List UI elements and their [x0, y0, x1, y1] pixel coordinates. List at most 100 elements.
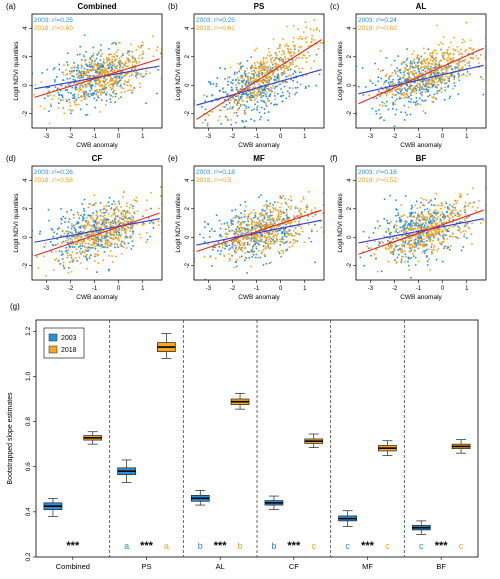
scatter-points — [356, 22, 486, 128]
fit-line-2003 — [358, 218, 484, 244]
legend-swatch-2003 — [48, 333, 58, 342]
y-tick-label: 0 — [23, 83, 29, 87]
box-cf-2018 — [304, 433, 324, 448]
panel-letter: (f) — [330, 154, 338, 163]
fit-line-2018 — [196, 39, 322, 120]
legend-label-2018: 2018 — [61, 347, 77, 354]
y-axis-label: Logit NDVI quantiles — [337, 41, 344, 101]
group-letter-2003: c — [345, 541, 350, 551]
annotation-2003: 2003: r²=0.25 — [34, 17, 73, 24]
fit-line-2003 — [34, 218, 160, 243]
y-tick-label: -2 — [23, 110, 29, 116]
x-tick-label: -1 — [416, 286, 422, 292]
x-tick-label: -3 — [206, 286, 212, 292]
panel-letter-g: (g) — [10, 302, 20, 311]
y-axis-label: Logit NDVI quantiles — [175, 41, 182, 101]
x-tick-label: -3 — [368, 286, 374, 292]
y-tick-label: 0 — [347, 83, 353, 87]
y-tick-label: 4 — [347, 178, 353, 182]
x-tick-label: -1 — [254, 286, 260, 292]
box-bf-2003 — [411, 520, 431, 535]
legend: 2003 2018 — [43, 327, 85, 359]
panel-frame — [355, 13, 487, 129]
fit-line-2018 — [34, 212, 160, 257]
scatter-points — [356, 187, 486, 279]
y-tick-label: -2 — [23, 262, 29, 268]
x-axis-label: CWB anomaly — [76, 294, 118, 301]
box-al-2018 — [230, 393, 250, 410]
x-tick-label: 0 — [441, 286, 445, 292]
panel-title: BF — [416, 154, 427, 163]
scatter-panel-combined: (a) Combined -3 -2 -1 0 1 -2 0 2 4 CWB anomaly Logit… — [6, 2, 163, 149]
scatter-panel-cf: (d) CF -3 -2 -1 0 1 -2 0 2 4 CWB anomaly Logit NDVI … — [6, 154, 163, 301]
box-cf-2003 — [264, 495, 284, 510]
x-tick-label: AL — [216, 562, 225, 571]
annotation-2018: 2018: r²=0.61 — [196, 25, 235, 32]
panel-letter: (c) — [330, 2, 340, 11]
y-tick-label: 0.6 — [25, 462, 32, 471]
x-tick-label: 1 — [303, 134, 307, 140]
box-mf-2003 — [338, 510, 357, 527]
y-tick-label: -2 — [185, 262, 191, 268]
box-combined-2003 — [43, 497, 63, 517]
y-tick-label: 4 — [347, 26, 353, 30]
x-axis-label: CWB anomaly — [400, 294, 442, 301]
y-tick-label: 4 — [185, 26, 191, 30]
group-letter-2018: c — [459, 541, 464, 551]
y-tick-label: 1.0 — [25, 372, 32, 381]
significance-stars: *** — [435, 540, 449, 552]
x-axis-label: CWB anomaly — [238, 294, 280, 301]
x-tick-label: -3 — [368, 134, 374, 140]
box-combined-2018 — [83, 431, 103, 445]
y-tick-label: -2 — [185, 110, 191, 116]
x-tick-label: -2 — [68, 134, 74, 140]
annotation-2018: 2018: r²=0.62 — [358, 25, 397, 32]
x-tick-label: 1 — [141, 286, 145, 292]
annotation-2018: 2018: r²=0.5 — [196, 177, 232, 184]
y-axis-label: Logit NDVI quantiles — [13, 193, 20, 253]
group-letter-2003: a — [124, 541, 129, 551]
x-tick-label: PS — [141, 562, 151, 571]
scatter-panel-bf: (f) BF -3 -2 -1 0 1 -2 0 2 4 CWB anomaly Logit NDVI … — [330, 154, 487, 301]
panel-frame — [355, 165, 487, 281]
group-letter-2018: a — [164, 541, 169, 551]
annotation-2003: 2003: r²=0.16 — [358, 169, 397, 176]
x-tick-label: -2 — [392, 286, 398, 292]
panel-letter: (b) — [168, 2, 178, 11]
x-tick-label: 0 — [117, 286, 121, 292]
fit-line-2018 — [196, 209, 322, 253]
y-tick-label: 2 — [347, 206, 353, 210]
y-axis-label: Bootstrapped slope estimates — [7, 392, 14, 485]
scatter-points — [194, 191, 324, 280]
scatter-panels: (a) Combined -3 -2 -1 0 1 -2 0 2 4 CWB anomaly Logit… — [6, 2, 487, 301]
x-tick-label: Combined — [56, 562, 90, 571]
panel-frame — [31, 13, 163, 129]
x-tick-label: -2 — [68, 286, 74, 292]
y-tick-label: 4 — [23, 26, 29, 30]
panel-title: Combined — [77, 2, 116, 11]
panel-title: AL — [416, 2, 427, 11]
panel-letter: (a) — [6, 2, 16, 11]
group-letter-2003: c — [419, 541, 424, 551]
y-tick-label: 4 — [185, 178, 191, 182]
y-tick-label: 0.2 — [25, 552, 32, 561]
y-tick-label: 2 — [347, 54, 353, 58]
legend-swatch-2018 — [48, 345, 58, 354]
fit-line-2003 — [358, 64, 484, 95]
y-tick-label: 1.2 — [25, 326, 32, 335]
scatter-panel-mf: (e) MF -3 -2 -1 0 1 -2 0 2 4 CWB anomaly Logit NDVI … — [168, 154, 325, 301]
annotation-2018: 2018: r²=0.52 — [358, 177, 397, 184]
y-tick-label: 0 — [23, 235, 29, 239]
box-ps-2003 — [117, 459, 136, 483]
scatter-points — [194, 19, 324, 128]
x-tick-label: -1 — [416, 134, 422, 140]
significance-stars: *** — [361, 540, 375, 552]
x-tick-label: 1 — [303, 286, 307, 292]
annotation-2003: 2003: r²=0.25 — [196, 17, 235, 24]
x-axis-label: CWB anomaly — [400, 142, 442, 149]
group-letter-2018: b — [238, 541, 243, 551]
x-tick-label: 1 — [141, 134, 145, 140]
fit-line-2003 — [196, 219, 322, 246]
annotation-2003: 2003: r²=0.18 — [196, 169, 235, 176]
x-axis-label: CWB anomaly — [76, 142, 118, 149]
